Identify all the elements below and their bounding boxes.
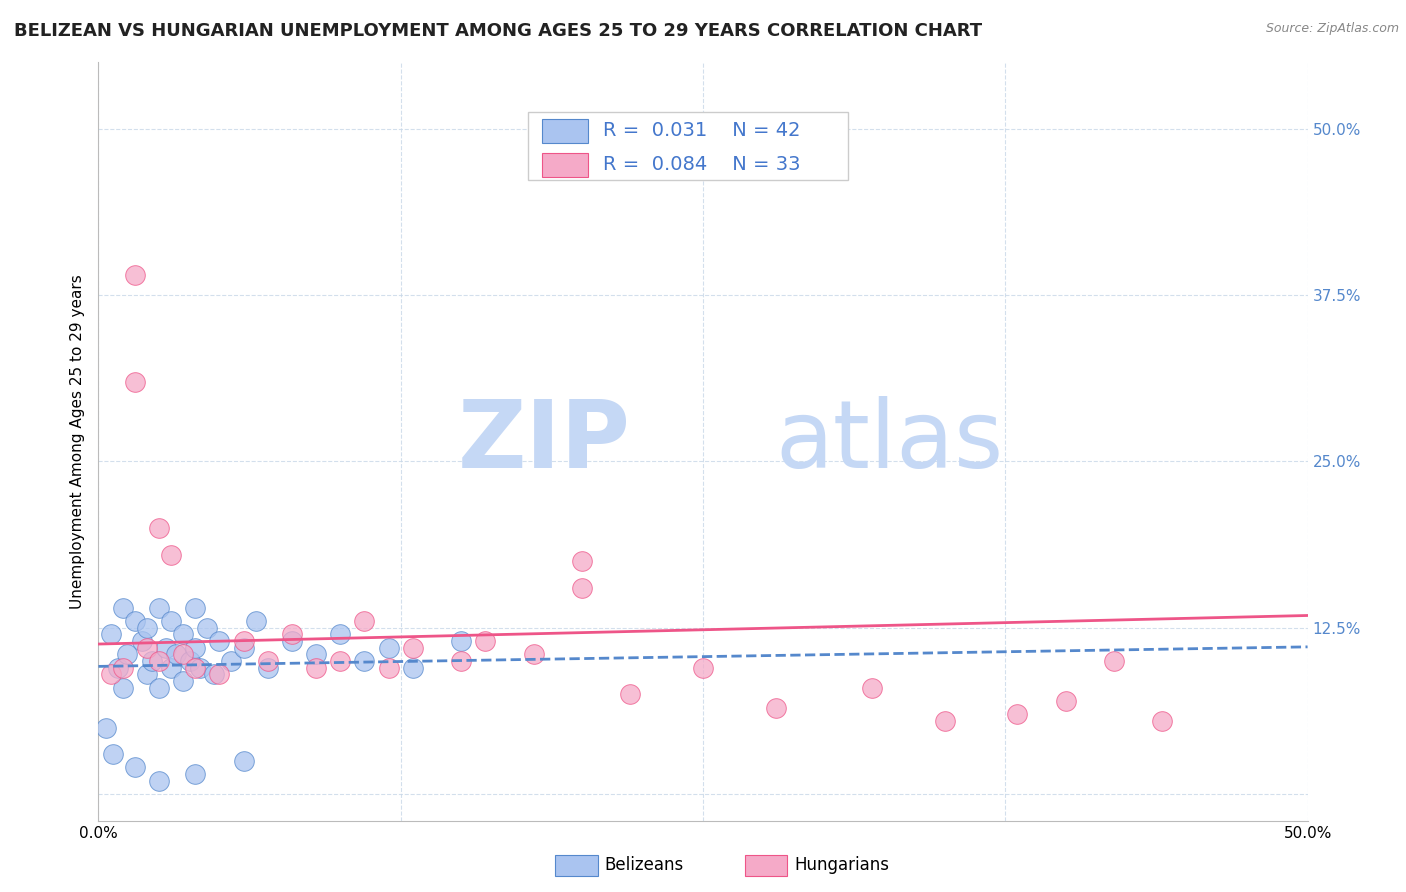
FancyBboxPatch shape — [543, 119, 588, 143]
Y-axis label: Unemployment Among Ages 25 to 29 years: Unemployment Among Ages 25 to 29 years — [69, 274, 84, 609]
Point — [124, 375, 146, 389]
Point — [571, 581, 593, 595]
Point — [148, 521, 170, 535]
Point — [117, 648, 139, 662]
Point — [172, 673, 194, 688]
Point — [208, 634, 231, 648]
Point — [172, 627, 194, 641]
Point — [232, 634, 254, 648]
Point — [1152, 714, 1174, 728]
Text: atlas: atlas — [776, 395, 1004, 488]
Point — [353, 654, 375, 668]
Point — [188, 661, 211, 675]
Point — [155, 640, 177, 655]
Point — [402, 640, 425, 655]
Point — [232, 640, 254, 655]
Point — [934, 714, 956, 728]
Point — [208, 667, 231, 681]
Point — [111, 661, 134, 675]
Point — [160, 614, 183, 628]
Point — [135, 640, 157, 655]
Point — [195, 621, 218, 635]
Point — [523, 648, 546, 662]
Point — [160, 661, 183, 675]
Point — [765, 700, 787, 714]
Point — [148, 654, 170, 668]
Point — [1102, 654, 1125, 668]
Text: Source: ZipAtlas.com: Source: ZipAtlas.com — [1265, 22, 1399, 36]
Point — [305, 648, 328, 662]
Point — [692, 661, 714, 675]
Point — [1007, 707, 1029, 722]
Text: BELIZEAN VS HUNGARIAN UNEMPLOYMENT AMONG AGES 25 TO 29 YEARS CORRELATION CHART: BELIZEAN VS HUNGARIAN UNEMPLOYMENT AMONG… — [14, 22, 983, 40]
Point — [281, 627, 304, 641]
Point — [165, 648, 187, 662]
Point — [353, 614, 375, 628]
Point — [256, 661, 278, 675]
Point — [232, 754, 254, 768]
Point — [450, 634, 472, 648]
Point — [141, 654, 163, 668]
Text: R =  0.031    N = 42: R = 0.031 N = 42 — [603, 121, 800, 140]
Point — [377, 640, 399, 655]
Point — [124, 614, 146, 628]
Point — [221, 654, 243, 668]
Point — [148, 600, 170, 615]
Point — [571, 554, 593, 568]
Text: ZIP: ZIP — [457, 395, 630, 488]
Point — [204, 667, 226, 681]
Point — [172, 648, 194, 662]
Point — [402, 661, 425, 675]
Point — [305, 661, 328, 675]
Point — [94, 721, 117, 735]
Point — [107, 661, 129, 675]
Point — [1054, 694, 1077, 708]
Point — [184, 640, 207, 655]
Point — [329, 627, 352, 641]
Point — [111, 600, 134, 615]
Point — [450, 654, 472, 668]
Point — [474, 634, 496, 648]
Point — [148, 773, 170, 788]
Point — [184, 600, 207, 615]
Point — [131, 634, 153, 648]
Point — [100, 627, 122, 641]
Point — [124, 268, 146, 283]
Point — [329, 654, 352, 668]
Point — [124, 760, 146, 774]
Text: Belizeans: Belizeans — [605, 856, 683, 874]
Point — [184, 661, 207, 675]
Point — [184, 767, 207, 781]
Point — [860, 681, 883, 695]
Point — [179, 654, 201, 668]
Point — [135, 667, 157, 681]
Point — [100, 667, 122, 681]
Point — [101, 747, 124, 761]
Point — [281, 634, 304, 648]
FancyBboxPatch shape — [527, 112, 848, 180]
Point — [148, 681, 170, 695]
Point — [111, 681, 134, 695]
Point — [160, 548, 183, 562]
Text: R =  0.084    N = 33: R = 0.084 N = 33 — [603, 155, 800, 175]
Point — [256, 654, 278, 668]
FancyBboxPatch shape — [543, 153, 588, 178]
Text: Hungarians: Hungarians — [794, 856, 890, 874]
Point — [135, 621, 157, 635]
Point — [377, 661, 399, 675]
Point — [619, 687, 641, 701]
Point — [245, 614, 267, 628]
